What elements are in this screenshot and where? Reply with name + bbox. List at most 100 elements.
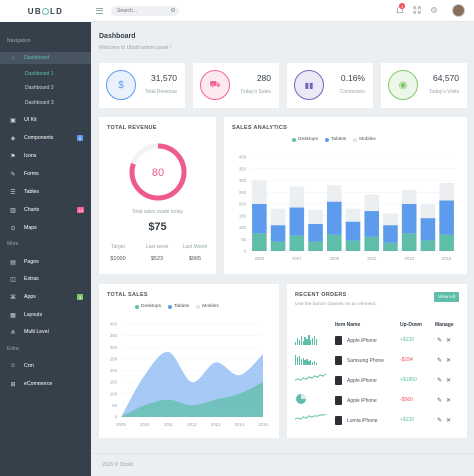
sales-analytics-chart: 0 50 100 150 200 250 300 350 400 2005 2007 2009 2011… [239, 155, 456, 261]
sparkline [294, 413, 327, 420]
last-month-value: $965 [188, 256, 202, 262]
fullscreen-icon[interactable] [412, 5, 422, 15]
close-icon[interactable]: ✕ [445, 357, 452, 364]
components-badge: 6 [77, 135, 83, 141]
sidebar-item-extras[interactable]: ◫ Extras [0, 273, 91, 285]
sidebar-item-label: Dashboard [24, 55, 50, 61]
bar-tablets [383, 225, 398, 243]
sidebar-item-ui-kit[interactable]: ▣ UI Kit [0, 114, 91, 126]
edit-icon[interactable]: ✎ [436, 377, 443, 384]
y-tick-label: 150 [239, 213, 247, 218]
layers-icon: ◈ [10, 135, 16, 142]
x-tick-label: 2009 [116, 422, 126, 427]
y-tick-label: 200 [239, 202, 247, 207]
stat-value: 64,570 [433, 73, 459, 83]
menu-toggle-icon[interactable] [96, 8, 103, 14]
y-tick-label: 100 [239, 225, 247, 230]
sidebar-item-dashboard[interactable]: ⌂ Dashboard [0, 52, 91, 64]
table-row: Apple iPhone -$560 ✎ ✕ [295, 390, 461, 410]
x-tick-label: 2015 [442, 256, 452, 261]
close-icon[interactable]: ✕ [445, 337, 452, 344]
bar-tablets [345, 221, 361, 241]
phone-icon [335, 395, 342, 405]
sidebar-item-icons[interactable]: ⚑ Icons [0, 150, 91, 162]
bar-desktops [345, 240, 361, 251]
sidebar-item-components[interactable]: ◈ Components 6 [0, 132, 91, 144]
item-name: Lumia iPhone [347, 417, 378, 424]
sidebar-sub-dashboard-2[interactable]: Dashboard 2 [25, 85, 54, 91]
sidebar-item-tables[interactable]: ☰ Tables [0, 186, 91, 198]
y-tick-label: 200 [110, 368, 118, 373]
edit-icon[interactable]: ✎ [436, 417, 443, 424]
stat-card-sales: ⛟ 280 Today's Sales [193, 63, 279, 108]
item-name: Apple iPhone [347, 337, 377, 344]
item-change: +$1850 [400, 377, 417, 383]
sidebar-item-apps[interactable]: ⌘ Apps 3 [0, 291, 91, 303]
stat-label: Conversion [339, 89, 365, 95]
sidebar-item-multi-level[interactable]: ⋔ Multi Level [0, 326, 91, 338]
bar-desktops [252, 233, 267, 251]
layout-icon: ▦ [10, 312, 16, 319]
bar-mobiles [383, 213, 398, 226]
y-tick-label: 300 [110, 345, 118, 350]
bar-tablets [289, 207, 305, 236]
edit-icon[interactable]: ✎ [436, 397, 443, 404]
sidebar-item-maps[interactable]: ⊙ Maps [0, 222, 91, 234]
close-icon[interactable]: ✕ [445, 377, 452, 384]
sidebar-item-crm[interactable]: ☺ Crm [0, 360, 91, 372]
bar-tablets [364, 211, 380, 237]
total-sales-card: TOTAL SALES Desktops Tablets Mobiles 0 50… [99, 284, 279, 438]
search-icon[interactable] [171, 8, 175, 12]
brand-logo[interactable]: UB LD [0, 0, 91, 22]
view-all-button[interactable]: View All [434, 292, 459, 302]
stat-label: Total Revenue [145, 89, 177, 95]
stat-card-conversion: ▮▮ 0.16% Conversion [287, 63, 373, 108]
sidebar-item-pages[interactable]: ▤ Pages [0, 256, 91, 268]
sidebar-item-label: Apps [24, 294, 36, 300]
sidebar-item-label: Tables [24, 189, 39, 195]
card-title: TOTAL REVENUE [107, 125, 157, 131]
stat-card-visits: ◉ 64,570 Today's Visits [381, 63, 467, 108]
edit-icon[interactable]: ✎ [436, 357, 443, 364]
brand-o-icon [42, 8, 50, 15]
bar-tablets [308, 223, 323, 242]
table-row: Apple iPhone +$1850 ✎ ✕ [294, 370, 461, 390]
item-name: Apple iPhone [347, 377, 377, 384]
footer: 2015 © Ubold. [91, 453, 474, 476]
sidebar-item-label: Maps [24, 225, 37, 231]
table-row: Lumia iPhone +$230 ✎ ✕ [294, 410, 461, 430]
bar-desktops [439, 234, 454, 251]
bar-desktops [420, 240, 436, 251]
sidebar-item-charts[interactable]: ▥ Charts 10 [0, 204, 91, 216]
sidebar-sub-dashboard-1[interactable]: Dashboard 1 [25, 71, 54, 77]
sidebar-item-label: Crm [24, 363, 34, 369]
table-row: Apple iPhone +$230 ✎ ✕ [295, 330, 461, 350]
x-tick-label: 2012 [187, 422, 197, 427]
legend-mobiles: Mobiles [196, 304, 219, 309]
bar-desktops [289, 235, 305, 251]
edit-icon[interactable]: ✎ [436, 337, 443, 344]
card-title: SALES ANALYTICS [232, 125, 288, 131]
search-input[interactable] [111, 6, 179, 16]
item-name: Samsung Phone [347, 357, 384, 364]
x-tick-label: 2011 [367, 256, 377, 261]
user-avatar[interactable] [452, 4, 465, 17]
briefcase-icon: ▣ [10, 117, 16, 124]
sidebar-item-label: Components [24, 135, 54, 141]
x-tick-label: 2005 [255, 256, 265, 261]
close-icon[interactable]: ✕ [445, 397, 452, 404]
close-icon[interactable]: ✕ [445, 417, 452, 424]
x-tick-label: 2011 [164, 422, 174, 427]
basket-icon: ⊞ [10, 381, 16, 388]
gear-icon[interactable] [429, 5, 439, 15]
sidebar-item-forms[interactable]: ✎ Forms [0, 168, 91, 180]
y-tick-label: 400 [110, 322, 118, 327]
chart-icon: ▥ [10, 207, 16, 214]
sidebar-item-label: UI Kit [24, 117, 37, 123]
eye-icon: ◉ [388, 70, 418, 100]
sidebar-item-ecommerce[interactable]: ⊞ eCommerce [0, 378, 91, 390]
sidebar-sub-dashboard-3[interactable]: Dashboard 3 [25, 100, 54, 106]
stat-card-revenue: $ 31,570 Total Revenue [99, 63, 185, 108]
y-tick-label: 350 [110, 333, 118, 338]
sidebar-item-layouts[interactable]: ▦ Layouts [0, 309, 91, 321]
